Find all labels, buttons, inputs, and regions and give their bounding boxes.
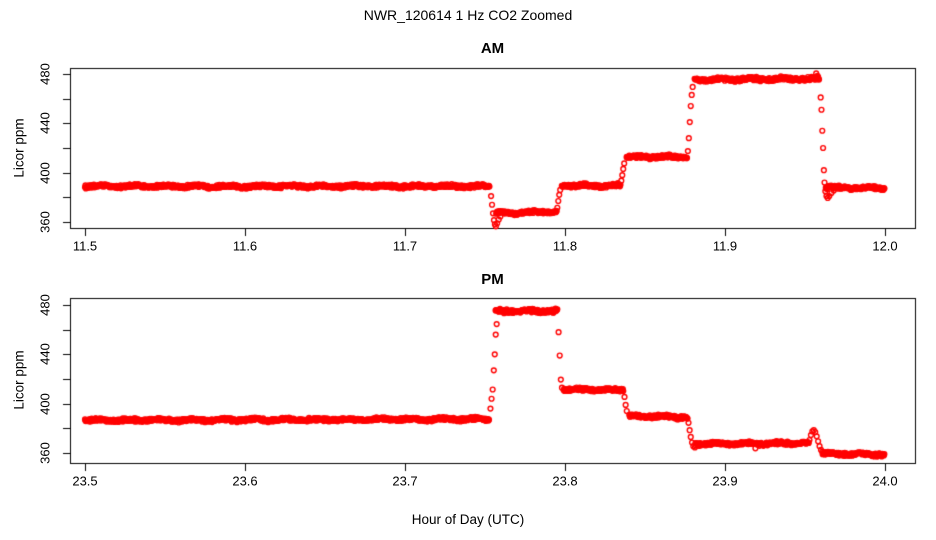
panel-title-am: AM [480, 40, 505, 57]
x-tick-label: 11.9 [712, 238, 738, 254]
x-tick-label: 23.6 [232, 473, 258, 489]
x-tick-label: 11.8 [552, 238, 578, 254]
y-tick-label: 480 [37, 294, 53, 316]
x-tick-label: 11.5 [72, 238, 98, 254]
figure-title: NWR_120614 1 Hz CO2 Zoomed [363, 7, 573, 23]
y-axis-label-am: Licor ppm [11, 118, 27, 178]
x-tick-label: 11.7 [392, 238, 418, 254]
x-tick-label: 23.7 [392, 473, 418, 489]
y-axis-label-pm: Licor ppm [11, 350, 27, 410]
panel-title-pm: PM [481, 271, 504, 288]
y-tick-label: 360 [37, 211, 53, 233]
x-tick-label: 23.8 [552, 473, 578, 489]
x-tick-label: 12.0 [872, 238, 898, 254]
y-tick-label: 400 [37, 393, 53, 415]
x-tick-label: 24.0 [872, 473, 898, 489]
x-axis-label: Hour of Day (UTC) [411, 512, 525, 527]
y-tick-label: 400 [37, 162, 53, 184]
y-tick-label: 480 [37, 63, 53, 85]
y-tick-label: 440 [37, 112, 53, 134]
x-tick-label: 23.5 [72, 473, 98, 489]
y-tick-label: 440 [37, 343, 53, 365]
y-tick-label: 360 [37, 442, 53, 464]
x-tick-label: 11.6 [232, 238, 258, 254]
x-tick-label: 23.9 [712, 473, 738, 489]
